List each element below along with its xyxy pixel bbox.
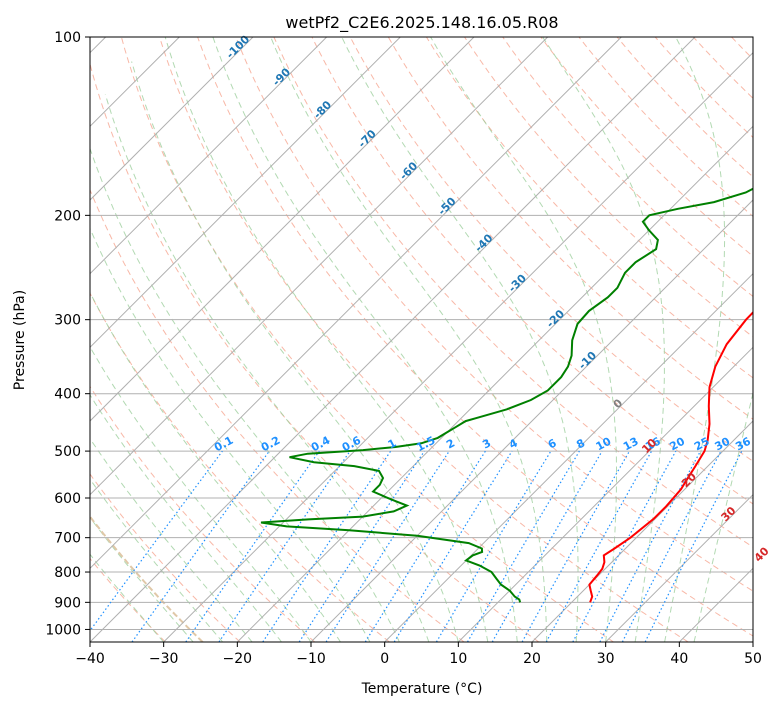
plot-area (90, 37, 753, 642)
dry-adiabat (464, 37, 753, 338)
isotherm-line (90, 37, 622, 570)
x-tick-label: −20 (223, 651, 253, 667)
y-tick-label: 600 (54, 491, 81, 507)
mixing-ratio-label: 10 (594, 435, 614, 454)
mixing-ratio-line (572, 450, 677, 642)
x-tick-label: −10 (296, 651, 326, 667)
dry-adiabat (90, 385, 316, 642)
isotherm-line (163, 51, 753, 642)
isotherm-line (90, 37, 401, 349)
isotherm-line (90, 37, 696, 642)
isotherm-line (531, 420, 753, 642)
axes: −40 −30 −20 −10 0 10 20 30 40 50 1000 900 800 700 600 5… (45, 30, 762, 667)
temperature-profile-line (588, 310, 753, 603)
moist-adiabat (212, 37, 518, 642)
dry-adiabat (159, 37, 689, 642)
x-tick-label: 50 (744, 651, 762, 667)
mixing-ratio-label: 16 (643, 435, 663, 454)
x-tick-label: 40 (670, 651, 688, 667)
dry-adiabat (90, 62, 540, 642)
moist-adiabat (664, 37, 726, 642)
x-tick-label: −40 (75, 651, 105, 667)
moist-adiabat (131, 61, 459, 642)
y-tick-label: 1000 (45, 622, 81, 638)
y-tick-label: 500 (54, 444, 81, 460)
mixing-ratio-label: 25 (692, 435, 712, 454)
moist-adiabat (164, 37, 489, 642)
chart-title: wetPf2_C2E6.2025.148.16.05.R08 (285, 13, 558, 33)
y-tick-label: 900 (54, 595, 81, 611)
isotherm-line (90, 37, 549, 496)
thermo-background-lines (90, 37, 775, 642)
moist-adiabat (90, 147, 400, 642)
mixing-ratio-label: 36 (733, 435, 753, 454)
freezing-curve (90, 515, 204, 642)
y-tick-label: 800 (54, 565, 81, 581)
dry-adiabat (387, 37, 753, 420)
isotherm-line (457, 346, 753, 642)
isotherm-line (90, 37, 254, 201)
mixing-ratio-line (393, 450, 513, 642)
moist-adiabat (90, 437, 253, 642)
dry-adiabat (349, 37, 753, 462)
mixing-ratio-label: 30 (713, 435, 733, 454)
mixing-ratio-line (644, 450, 743, 642)
isotherm-label: 40 (752, 544, 772, 564)
moist-adiabat (693, 390, 753, 642)
mixing-ratio-line (131, 450, 270, 642)
x-tick-label: 20 (523, 651, 541, 667)
y-tick-label: 200 (54, 208, 81, 224)
moist-adiabat (430, 37, 617, 642)
x-tick-label: 0 (380, 651, 389, 667)
mixing-ratio-label: 13 (621, 435, 641, 454)
x-tick-label: 10 (449, 651, 467, 667)
mixing-ratio-line (298, 450, 425, 642)
plot-frame (89, 36, 754, 643)
dry-adiabat (235, 37, 753, 592)
dry-adiabat (273, 37, 753, 548)
isotherm-line (384, 272, 753, 642)
x-axis-label: Temperature (°C) (361, 681, 483, 697)
mixing-ratio-line (185, 450, 320, 642)
isotherm-line (90, 37, 328, 275)
y-tick-label: 400 (54, 387, 81, 403)
moist-adiabat (341, 37, 579, 642)
y-tick-label: 300 (54, 313, 81, 329)
mixing-ratio-line (218, 450, 351, 642)
mixing-ratio-line (90, 450, 223, 632)
isotherm-line (236, 125, 753, 642)
isotherm-line (605, 493, 753, 642)
plot-background (90, 37, 753, 642)
dry-adiabat (90, 473, 241, 642)
dry-adiabat (502, 37, 753, 298)
moist-adiabat (90, 291, 341, 642)
y-tick-label: 700 (54, 531, 81, 547)
mixing-ratio-label: 20 (667, 435, 687, 454)
dewpoint-profile-line (260, 187, 753, 603)
isotherm-line (310, 199, 753, 642)
mixing-ratio-line (545, 450, 653, 642)
isotherm-line (90, 37, 475, 422)
dry-adiabat (770, 37, 775, 642)
moist-adiabat (104, 94, 430, 642)
mixing-ratio-line (521, 450, 631, 642)
y-axis-label: Pressure (hPa) (12, 290, 28, 390)
dry-adiabat (311, 37, 753, 505)
y-tick-label: 100 (54, 30, 81, 46)
x-tick-label: 30 (597, 651, 615, 667)
x-tick-label: −30 (149, 651, 179, 667)
dry-adiabat (425, 37, 753, 379)
profile-series (260, 187, 753, 603)
mixing-ratio-line (262, 450, 392, 642)
moist-adiabat (542, 37, 665, 642)
dry-adiabat (90, 292, 390, 642)
mixing-ratio-line (325, 450, 450, 642)
dry-adiabat (90, 188, 465, 642)
dry-adiabat (120, 37, 614, 642)
moist-adiabat (270, 37, 548, 642)
